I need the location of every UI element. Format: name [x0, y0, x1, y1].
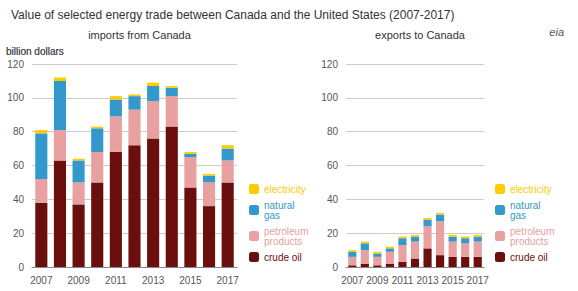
- svg-text:petroleum: petroleum: [510, 225, 555, 237]
- svg-text:crude oil: crude oil: [264, 252, 302, 263]
- svg-text:2013: 2013: [416, 275, 439, 286]
- svg-text:80: 80: [327, 126, 339, 137]
- svg-text:natural: natural: [510, 199, 541, 211]
- svg-text:40: 40: [13, 194, 25, 205]
- svg-text:40: 40: [327, 194, 339, 205]
- svg-text:products: products: [264, 236, 302, 247]
- svg-text:0: 0: [18, 262, 24, 273]
- svg-text:2017: 2017: [467, 275, 490, 286]
- svg-text:products: products: [510, 236, 548, 247]
- svg-text:billion dollars: billion dollars: [6, 46, 64, 57]
- svg-text:petroleum: petroleum: [264, 225, 309, 237]
- svg-text:2013: 2013: [142, 275, 165, 286]
- svg-text:billion dollars: billion dollars: [6, 46, 64, 57]
- svg-text:gas: gas: [264, 210, 280, 221]
- svg-text:electricity: electricity: [264, 184, 306, 195]
- svg-text:gas: gas: [510, 210, 526, 221]
- svg-text:20: 20: [13, 228, 25, 239]
- svg-text:2009: 2009: [67, 275, 90, 286]
- svg-text:2015: 2015: [442, 275, 465, 286]
- svg-text:2017: 2017: [217, 275, 240, 286]
- svg-text:100: 100: [321, 92, 338, 103]
- svg-text:60: 60: [13, 160, 25, 171]
- svg-text:imports from Canada: imports from Canada: [88, 29, 192, 41]
- svg-text:0: 0: [332, 262, 338, 273]
- svg-text:natural: natural: [264, 199, 295, 211]
- svg-text:20: 20: [327, 228, 339, 239]
- svg-text:2007: 2007: [341, 275, 364, 286]
- svg-text:eia: eia: [549, 26, 564, 38]
- svg-text:120: 120: [7, 59, 24, 70]
- svg-text:2015: 2015: [179, 275, 202, 286]
- svg-text:2009: 2009: [366, 275, 389, 286]
- svg-text:2007: 2007: [30, 275, 53, 286]
- svg-text:2011: 2011: [392, 275, 414, 286]
- svg-text:80: 80: [13, 126, 25, 137]
- svg-text:Value of selected energy trade: Value of selected energy trade between C…: [11, 8, 454, 22]
- svg-text:60: 60: [327, 160, 339, 171]
- svg-text:2011: 2011: [105, 275, 127, 286]
- svg-text:100: 100: [7, 92, 24, 103]
- svg-text:crude oil: crude oil: [510, 252, 548, 263]
- svg-text:exports to Canada: exports to Canada: [375, 29, 466, 41]
- svg-text:electricity: electricity: [510, 184, 552, 195]
- svg-text:120: 120: [321, 59, 338, 70]
